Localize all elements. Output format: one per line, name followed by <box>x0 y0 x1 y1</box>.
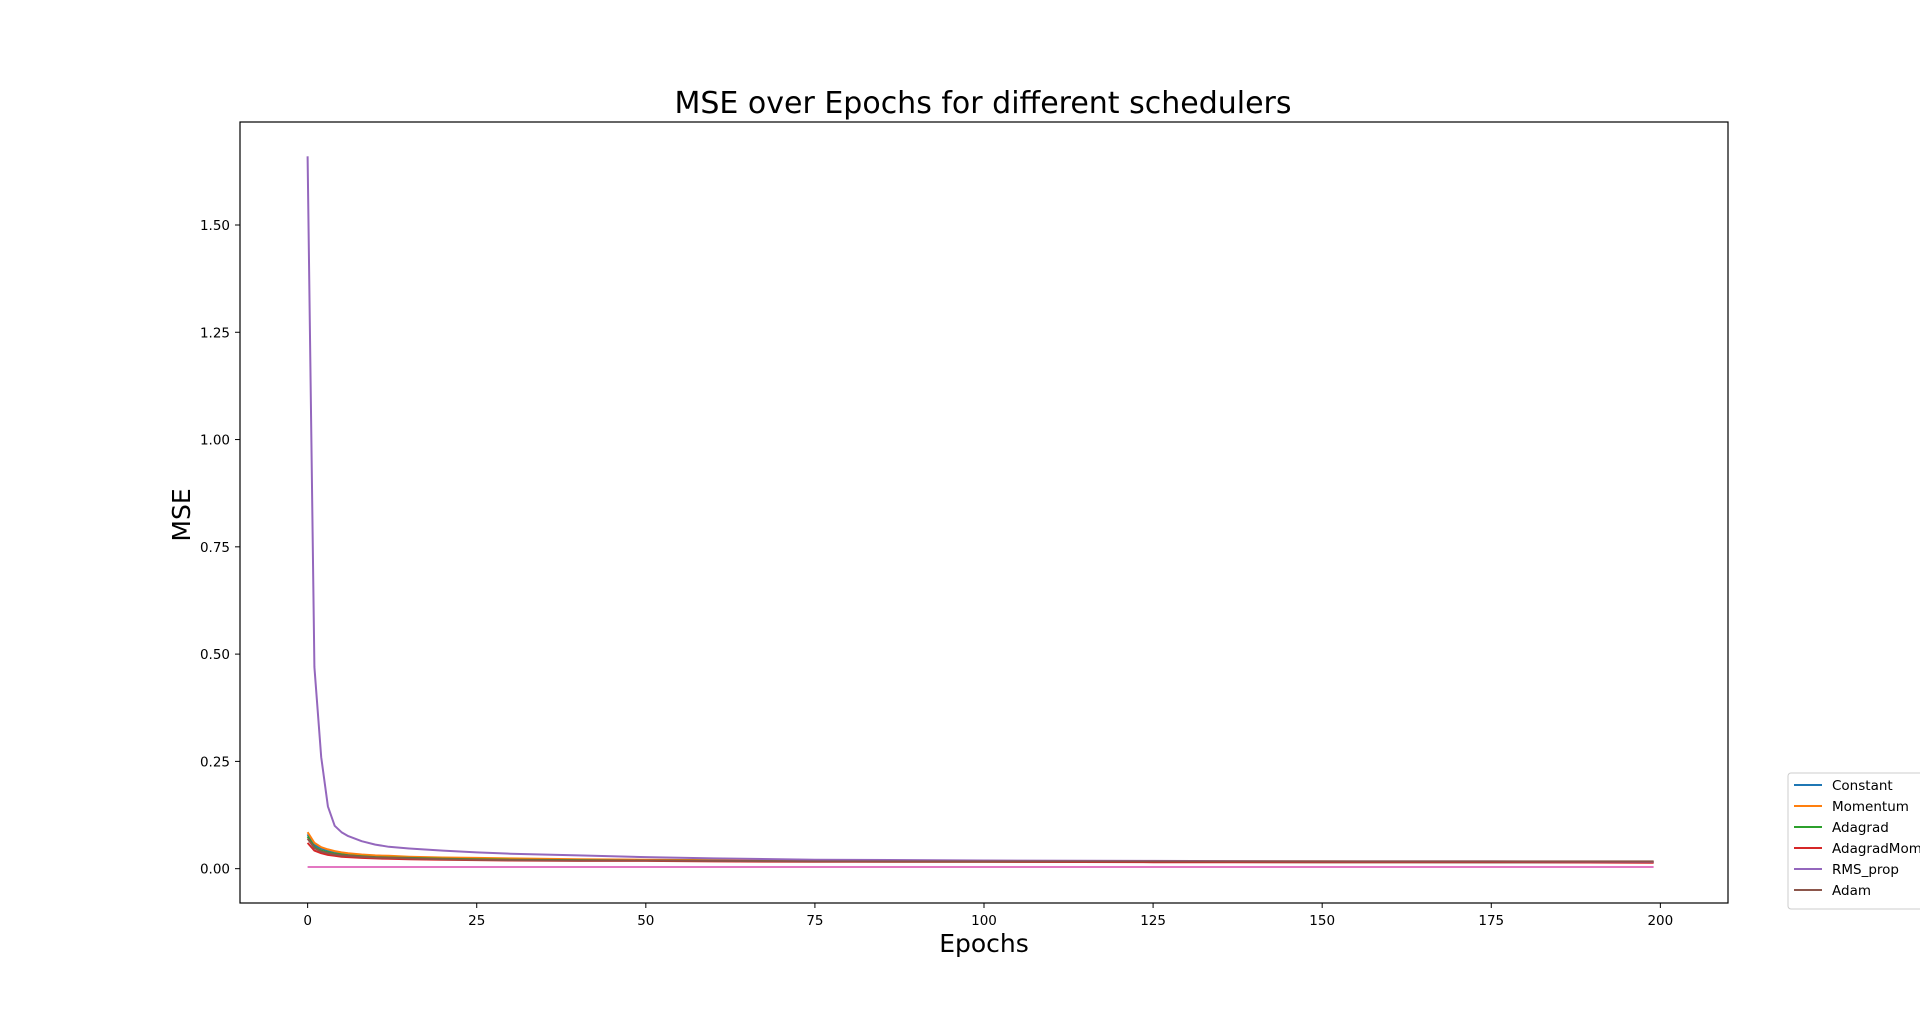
legend-label: Momentum <box>1832 799 1909 815</box>
x-tick-label: 100 <box>971 913 997 929</box>
x-axis: 0 25 50 75 100 125 150 175 200 <box>303 903 1673 929</box>
y-axis: 0.00 0.25 0.50 0.75 1.00 1.25 1.50 <box>200 218 240 878</box>
x-tick-label: 150 <box>1309 913 1335 929</box>
series-layer <box>306 156 1654 868</box>
x-tick-label: 75 <box>806 913 823 929</box>
x-axis-label: Epochs <box>939 929 1029 958</box>
x-tick-label: 0 <box>303 913 312 929</box>
y-tick-label: 0.25 <box>200 754 230 770</box>
series-line-adam <box>306 838 1654 863</box>
y-tick-label: 0.00 <box>200 862 230 878</box>
y-tick-label: 1.25 <box>200 325 230 341</box>
plot-frame <box>239 121 1729 904</box>
legend-label: Adam <box>1832 883 1871 899</box>
series-line-momentum <box>306 831 1654 863</box>
series-line-rms-prop <box>306 156 1654 863</box>
x-tick-label: 125 <box>1140 913 1166 929</box>
y-tick-label: 1.00 <box>200 433 230 449</box>
x-tick-label: 25 <box>468 913 485 929</box>
legend-label: AdagradMom <box>1832 841 1920 857</box>
y-tick-label: 0.50 <box>200 647 230 663</box>
legend-box <box>1787 772 1920 910</box>
legend-label: Constant <box>1832 778 1893 794</box>
legend-label: Adagrad <box>1832 820 1889 836</box>
x-tick-label: 175 <box>1478 913 1504 929</box>
chart-title: MSE over Epochs for different schedulers <box>674 86 1291 121</box>
x-tick-label: 200 <box>1647 913 1673 929</box>
x-tick-label: 50 <box>637 913 654 929</box>
y-tick-label: 1.50 <box>200 218 230 234</box>
y-tick-label: 0.75 <box>200 540 230 556</box>
legend: Constant Momentum Adagrad AdagradMom RMS_pro… <box>1787 772 1920 910</box>
legend-label: RMS_prop <box>1832 862 1899 878</box>
y-axis-label: MSE <box>167 488 196 541</box>
